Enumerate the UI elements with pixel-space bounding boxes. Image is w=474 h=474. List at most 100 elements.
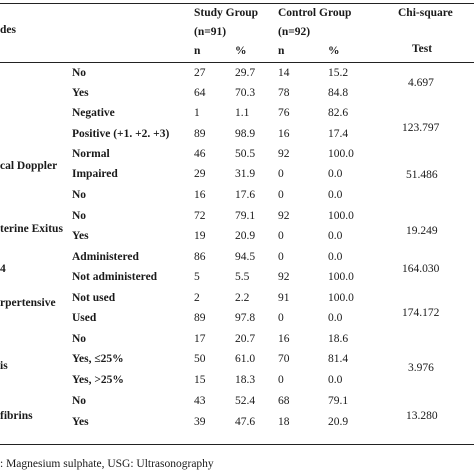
- table-cell: 79.1: [328, 395, 349, 407]
- row-category: No: [72, 333, 87, 345]
- table-cell: 15.2: [328, 67, 349, 79]
- row-category: No: [72, 67, 87, 79]
- group-label: is: [0, 360, 8, 372]
- row-category: No: [72, 189, 87, 201]
- study-group-header: Study Group: [194, 7, 259, 19]
- table-cell: 0: [278, 312, 284, 324]
- table-cell: 18: [278, 416, 290, 428]
- row-category: No: [72, 395, 87, 407]
- group-label: cal Doppler: [0, 160, 58, 172]
- chi-square-value: 51.486: [406, 169, 438, 181]
- chi-square-value: 4.697: [408, 77, 434, 89]
- table-cell: 18.6: [328, 333, 349, 345]
- table-cell: 91: [278, 292, 290, 304]
- table-cell: 92: [278, 271, 290, 283]
- table-cell: 18.3: [235, 374, 256, 386]
- table-cell: 64: [194, 87, 206, 99]
- table-cell: 0.0: [328, 189, 343, 201]
- row-category: No: [72, 210, 87, 222]
- chi-square-value: 174.172: [402, 307, 440, 319]
- table-cell: 14: [278, 67, 290, 79]
- control-pct-subheader: %: [328, 45, 340, 57]
- table-cell: 16: [194, 189, 206, 201]
- row-category: Normal: [72, 148, 110, 160]
- group-label: 4: [0, 263, 6, 275]
- table-cell: 89: [194, 312, 206, 324]
- chi-square-value: 13.280: [406, 410, 438, 422]
- row-category: Not used: [72, 292, 116, 304]
- table-cell: 17.6: [235, 189, 256, 201]
- chi-square-value: 19.249: [406, 225, 438, 237]
- table-cell: 81.4: [328, 353, 349, 365]
- table-cell: 0.0: [328, 251, 343, 263]
- table-cell: 19: [194, 230, 206, 242]
- table-cell: 76: [278, 107, 290, 119]
- table-cell: 15: [194, 374, 206, 386]
- table-cell: 97.8: [235, 312, 256, 324]
- table-cell: 16: [278, 333, 290, 345]
- group-label: fibrins: [0, 410, 33, 422]
- table-cell: 72: [194, 210, 206, 222]
- table-cell: 0.0: [328, 168, 343, 180]
- table-cell: 0: [278, 251, 284, 263]
- table-cell: 52.4: [235, 395, 256, 407]
- group-label: terine Exitus: [0, 223, 63, 235]
- row-category: Yes, >25%: [72, 374, 124, 386]
- table-cell: 31.9: [235, 168, 256, 180]
- table-cell: 82.6: [328, 107, 349, 119]
- table-cell: 50.5: [235, 148, 256, 160]
- variable-header: des: [0, 24, 16, 36]
- test-header: Test: [412, 43, 433, 55]
- table-cell: 70.3: [235, 87, 256, 99]
- table-cell: 0.0: [328, 230, 343, 242]
- table-cell: 92: [278, 210, 290, 222]
- chi-square-value: 123.797: [402, 122, 440, 134]
- row-category: Yes, ≤25%: [72, 353, 124, 365]
- table-cell: 17.4: [328, 128, 349, 140]
- table-cell: 100.0: [328, 271, 354, 283]
- table-cell: 47.6: [235, 416, 256, 428]
- table-cell: 43: [194, 395, 206, 407]
- table-cell: 92: [278, 148, 290, 160]
- table-cell: 84.8: [328, 87, 349, 99]
- table-cell: 70: [278, 353, 290, 365]
- table-cell: 98.9: [235, 128, 256, 140]
- header-rule: [0, 62, 474, 63]
- control-n-header: (n=92): [278, 26, 311, 38]
- table-cell: 16: [278, 128, 290, 140]
- table-cell: 1: [194, 107, 200, 119]
- table-cell: 5: [194, 271, 200, 283]
- control-group-header: Control Group: [278, 7, 352, 19]
- table-cell: 89: [194, 128, 206, 140]
- table-cell: 20.9: [235, 230, 256, 242]
- table-cell: 29.7: [235, 67, 256, 79]
- chi-square-value: 164.030: [402, 263, 440, 275]
- chi-square-header: Chi-square: [398, 7, 453, 19]
- table-cell: 0: [278, 230, 284, 242]
- row-category: Impaired: [72, 168, 118, 180]
- table-cell: 29: [194, 168, 206, 180]
- bottom-rule: [0, 444, 474, 445]
- table-cell: 17: [194, 333, 206, 345]
- table-cell: 0.0: [328, 312, 343, 324]
- footnote: : Magnesium sulphate, USG: Ultrasonograp…: [0, 458, 214, 470]
- row-category: Used: [72, 312, 97, 324]
- table-cell: 94.5: [235, 251, 256, 263]
- table-cell: 20.7: [235, 333, 256, 345]
- table-cell: 0: [278, 168, 284, 180]
- table-cell: 50: [194, 353, 206, 365]
- row-category: Positive (+1. +2. +3): [72, 128, 170, 140]
- table-cell: 61.0: [235, 353, 256, 365]
- study-n-header: (n=91): [194, 26, 227, 38]
- table-cell: 1.1: [235, 107, 250, 119]
- table-cell: 2.2: [235, 292, 250, 304]
- table-cell: 100.0: [328, 210, 354, 222]
- table-cell: 46: [194, 148, 206, 160]
- table-cell: 79.1: [235, 210, 256, 222]
- table-cell: 86: [194, 251, 206, 263]
- table-cell: 0: [278, 374, 284, 386]
- table-cell: 100.0: [328, 148, 354, 160]
- study-pct-subheader: %: [235, 45, 247, 57]
- study-n-subheader: n: [194, 45, 201, 57]
